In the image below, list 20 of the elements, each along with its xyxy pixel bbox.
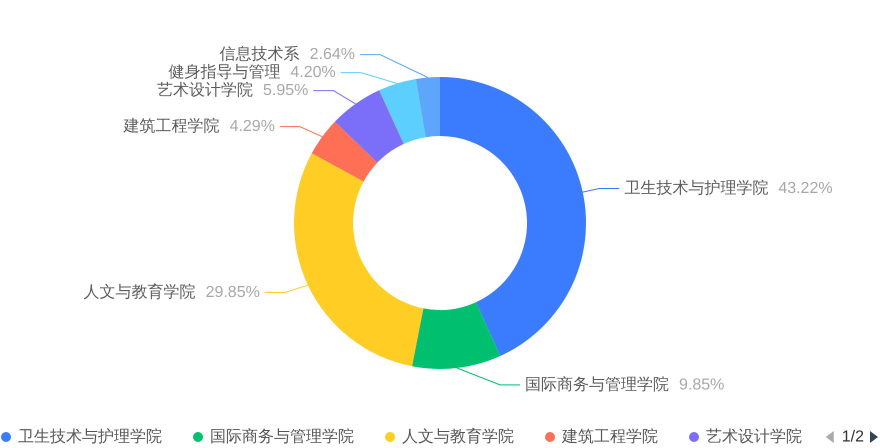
legend-label: 艺术设计学院 [706,428,802,446]
slice-label: 卫生技术与护理学院 [624,179,768,198]
data-label: 9.85% [679,376,724,394]
data-label: 5.95% [263,82,308,100]
legend-label: 建筑工程学院 [561,428,658,446]
data-label: 29.85% [206,284,260,301]
slice-label: 国际商务与管理学院 [525,375,669,394]
slice-label: 人文与教育学院 [84,282,196,301]
legend-pager: 1/2 [826,428,878,446]
slice-label: 健身指导与管理 [168,63,280,82]
legend-label: 国际商务与管理学院 [210,428,354,446]
slice-label: 建筑工程学院 [122,117,220,136]
slice-label: 信息技术系 [220,45,300,64]
data-label: 4.29% [230,118,275,136]
data-label: 4.20% [290,64,336,82]
data-label: 2.64% [310,46,355,64]
legend-label: 人文与教育学院 [402,428,514,446]
data-label: 43.22% [778,180,833,198]
legend-label: 卫生技术与护理学院 [18,428,162,446]
slice-label: 艺术设计学院 [157,81,254,100]
